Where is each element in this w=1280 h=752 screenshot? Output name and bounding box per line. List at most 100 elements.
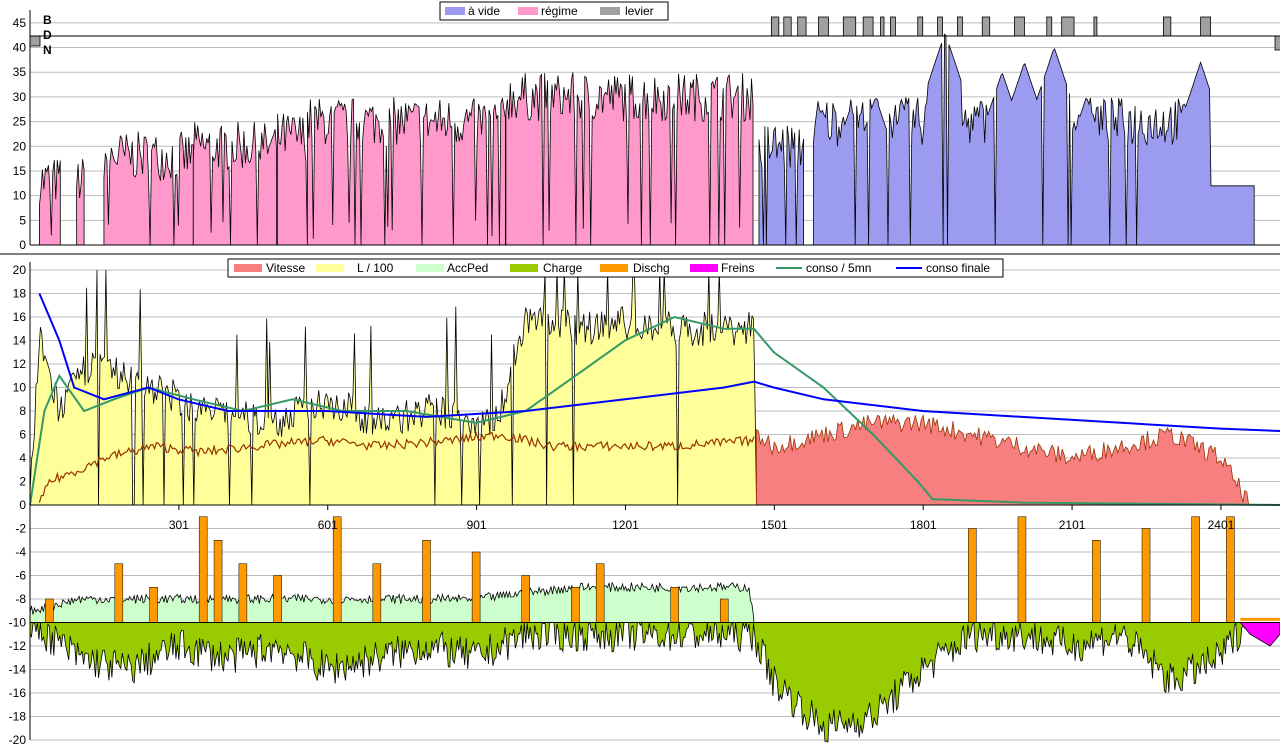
x-tick-label: 901 xyxy=(467,518,487,532)
vitesse-line xyxy=(38,430,755,503)
bottom-ytick-label: -18 xyxy=(9,710,27,724)
dischg-spike xyxy=(238,563,248,623)
bottom-ytick-label: -8 xyxy=(15,592,26,606)
legend-swatch-vitesse xyxy=(234,264,262,272)
lever-label-b: B xyxy=(43,13,52,27)
legend-label-conso5: conso / 5mn xyxy=(806,261,871,275)
dischg-spike xyxy=(114,563,124,623)
middle-ytick-label: 16 xyxy=(13,310,27,324)
lever-block xyxy=(862,16,874,37)
middle-ytick-label: 20 xyxy=(13,263,27,277)
bottom-ytick-label: -2 xyxy=(15,522,26,536)
dischg-tail xyxy=(1240,617,1280,621)
regime-area-segment xyxy=(192,121,278,246)
middle-ytick-label: 10 xyxy=(13,381,27,395)
legend-swatch-l100 xyxy=(316,264,344,272)
legend-label-idle: à vide xyxy=(468,4,500,18)
lever-block xyxy=(937,16,943,37)
dischg-spike xyxy=(332,516,342,623)
middle-ytick-label: 8 xyxy=(19,404,26,418)
x-tick-label: 301 xyxy=(169,518,189,532)
lever-block xyxy=(981,16,991,37)
middle-ytick-label: 6 xyxy=(19,428,26,442)
legend-label-accped: AccPed xyxy=(447,261,488,275)
dischg-spike xyxy=(670,587,679,623)
middle-ytick-label: 4 xyxy=(19,451,26,465)
legend-label-vitesse: Vitesse xyxy=(266,261,305,275)
legend-swatch-dischg xyxy=(600,264,628,272)
top-ytick-label: 30 xyxy=(13,90,27,104)
top-ytick-label: 15 xyxy=(13,164,27,178)
lever-label-d: D xyxy=(43,28,52,42)
dischg-spike xyxy=(45,598,54,623)
lever-block xyxy=(1014,16,1025,37)
vitesse-area xyxy=(756,414,1250,506)
dischg-spike xyxy=(273,575,282,623)
dischg-spike xyxy=(149,587,158,623)
bottom-ytick-label: -20 xyxy=(9,733,27,747)
dischg-spike xyxy=(1141,528,1151,623)
lever-block xyxy=(1162,16,1172,37)
dischg-spike xyxy=(595,563,605,623)
lever-block xyxy=(1093,16,1098,37)
top-ytick-label: 0 xyxy=(19,238,26,252)
top-ytick-label: 40 xyxy=(13,41,27,55)
middle-ytick-label: 12 xyxy=(13,357,27,371)
x-tick-label: 1201 xyxy=(612,518,639,532)
middle-ytick-label: 14 xyxy=(13,334,27,348)
dischg-spike xyxy=(1017,516,1027,623)
axes xyxy=(0,10,1280,740)
legend-swatch-freins xyxy=(690,264,718,272)
dischg-spike xyxy=(571,587,580,623)
top-ytick-label: 35 xyxy=(13,65,27,79)
top-ytick-label: 20 xyxy=(13,139,27,153)
lever-block xyxy=(880,16,885,37)
x-tick-label: 2401 xyxy=(1208,518,1235,532)
legend-top-frame xyxy=(439,1,669,21)
dischg-spike xyxy=(1191,516,1200,623)
middle-ytick-label: 18 xyxy=(13,287,27,301)
top-ytick-label: 45 xyxy=(13,16,27,30)
legend-swatch-idle xyxy=(445,7,465,15)
ticks: 0 5 10 15 20 25 30 35 40 45 0 2 4 6 8 10 12 14 16 18 20 -2 -4 -… xyxy=(9,16,1235,747)
legend-label-regime: régime xyxy=(541,4,578,18)
series xyxy=(29,16,1280,743)
bottom-ytick-label: -16 xyxy=(9,686,27,700)
top-ytick-label: 5 xyxy=(19,213,26,227)
lever-block xyxy=(957,16,963,37)
regime-area-segment xyxy=(38,159,61,246)
x-tick-label: 601 xyxy=(318,518,338,532)
dischg-spike xyxy=(1092,540,1101,623)
dischg-spike xyxy=(198,516,208,623)
dischg-spike xyxy=(1226,516,1235,623)
lever-block xyxy=(783,16,792,37)
bottom-ytick-label: -10 xyxy=(9,616,27,630)
dischg-spike xyxy=(213,540,223,623)
dischg-spike xyxy=(471,551,481,623)
lever-block xyxy=(770,16,780,37)
lever-block xyxy=(917,16,924,37)
regime-area-segment xyxy=(505,72,754,246)
lever-block xyxy=(842,16,857,37)
regime-area-segment xyxy=(103,131,194,246)
top-ytick-label: 25 xyxy=(13,115,27,129)
legend-label-freins: Freins xyxy=(721,261,754,275)
middle-ytick-label: 0 xyxy=(19,498,26,512)
lever-label-n: N xyxy=(43,43,52,57)
dischg-spike xyxy=(719,598,729,623)
legend-swatch-charge xyxy=(510,264,538,272)
lever-block xyxy=(1200,16,1211,37)
conso-finale-line xyxy=(38,293,1280,432)
legend-top: à vide régime levier xyxy=(439,1,669,21)
dischg-spike xyxy=(422,540,431,623)
dischg-spike xyxy=(521,575,530,623)
lever-block-start xyxy=(29,35,41,47)
regime-area-segment xyxy=(306,97,506,246)
dischg-spike xyxy=(372,563,382,623)
lever-block xyxy=(1061,16,1075,37)
lever-block xyxy=(890,16,896,37)
lever-block xyxy=(797,16,807,37)
regime-area-segment xyxy=(277,113,308,246)
legend-label-conso-finale: conso finale xyxy=(926,261,990,275)
